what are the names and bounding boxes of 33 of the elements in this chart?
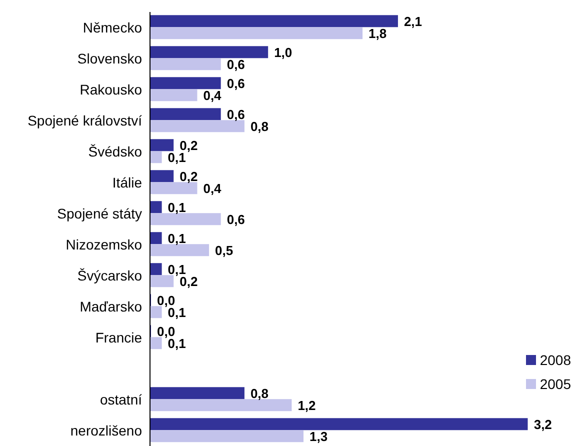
legend-label: 2008 (540, 351, 571, 370)
data-label: 0,2 (180, 169, 198, 184)
data-label: 0,1 (168, 231, 186, 246)
data-label: 1,8 (368, 26, 387, 42)
data-label: 0,5 (215, 243, 234, 258)
data-label: 0,6 (226, 212, 245, 228)
legend-label: 2005 (540, 375, 571, 394)
data-label: 0,4 (203, 88, 222, 104)
y-tick-label: Itálie (112, 174, 142, 190)
data-label: 1,2 (298, 398, 316, 414)
data-label: 0,6 (226, 76, 245, 92)
y-tick-label: nerozlišeno (70, 422, 142, 438)
data-label: 1,3 (310, 429, 328, 444)
y-tick-label: Nizozemsko (66, 236, 142, 252)
data-label: 2,1 (404, 14, 422, 30)
data-label: 0,8 (250, 386, 269, 402)
y-tick-label: Německo (82, 19, 142, 36)
y-tick-label: Švýcarsko (77, 267, 142, 284)
data-label: 0,4 (203, 181, 222, 196)
data-label: 1,0 (274, 45, 292, 60)
y-tick-label: Rakousko (80, 81, 142, 98)
y-tick-label: Maďarsko (80, 298, 142, 314)
data-label: 3,2 (534, 417, 552, 432)
data-label: 0,8 (250, 119, 269, 134)
y-tick-label: Slovensko (77, 50, 142, 66)
y-tick-label: Spojené státy (57, 205, 142, 222)
data-label: 0,1 (168, 200, 186, 216)
data-label: 0,6 (226, 57, 245, 72)
data-label: 0,6 (226, 107, 245, 122)
y-tick-label: Švédsko (88, 143, 142, 160)
y-tick-label: ostatní (100, 391, 142, 408)
y-tick-label: Francie (95, 329, 142, 346)
y-tick-label: Spojené království (28, 112, 142, 128)
